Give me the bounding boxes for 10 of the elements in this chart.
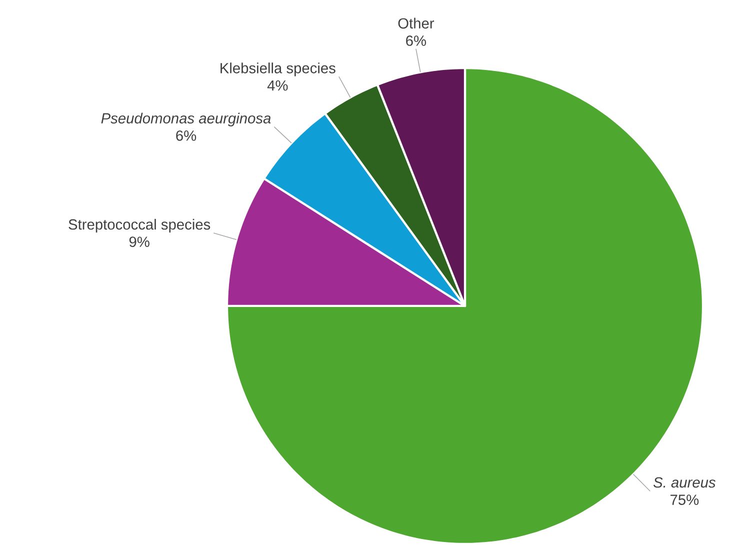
data-label: 75%	[670, 494, 699, 505]
data-label: 4%	[267, 80, 288, 91]
data-label: 6%	[406, 36, 426, 46]
slice-label: Streptococcal species	[68, 218, 210, 233]
slice-label: Other	[398, 18, 434, 29]
slice-label: Pseudomonas aeurginosa	[101, 112, 271, 126]
data-label: 9%	[129, 236, 150, 248]
slice-label: Klebsiella species	[220, 62, 336, 76]
slice-label: S. aureus	[653, 477, 716, 488]
data-label: 6%	[176, 130, 196, 141]
